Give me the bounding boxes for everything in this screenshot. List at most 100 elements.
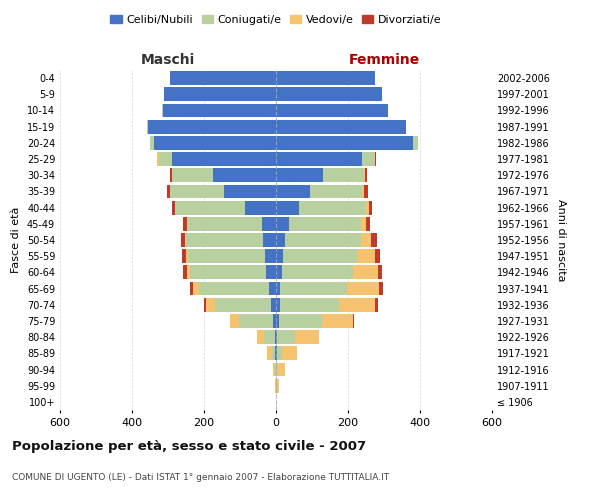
- Bar: [181, 233, 185, 247]
- Bar: [276, 379, 277, 392]
- Bar: [277, 330, 295, 344]
- Bar: [276, 250, 283, 263]
- Bar: [366, 200, 369, 214]
- Bar: [299, 200, 366, 214]
- Bar: [371, 233, 377, 247]
- Bar: [172, 200, 175, 214]
- Y-axis label: Fasce di età: Fasce di età: [11, 207, 21, 273]
- Bar: [263, 233, 276, 247]
- Bar: [182, 250, 186, 263]
- Bar: [206, 298, 215, 312]
- Bar: [167, 184, 170, 198]
- Bar: [347, 282, 379, 296]
- Bar: [283, 250, 357, 263]
- Bar: [276, 217, 289, 230]
- Bar: [276, 266, 283, 280]
- Bar: [277, 346, 282, 360]
- Bar: [364, 168, 365, 182]
- Bar: [282, 346, 296, 360]
- Bar: [215, 298, 271, 312]
- Bar: [279, 314, 322, 328]
- Bar: [190, 282, 193, 296]
- Text: Femmine: Femmine: [349, 53, 419, 67]
- Bar: [186, 250, 188, 263]
- Bar: [199, 282, 269, 296]
- Text: Popolazione per età, sesso e stato civile - 2007: Popolazione per età, sesso e stato civil…: [12, 440, 366, 453]
- Bar: [369, 200, 373, 214]
- Bar: [266, 266, 276, 280]
- Bar: [375, 298, 378, 312]
- Bar: [339, 298, 375, 312]
- Bar: [272, 346, 275, 360]
- Bar: [353, 266, 378, 280]
- Bar: [283, 266, 353, 280]
- Bar: [276, 282, 280, 296]
- Bar: [157, 152, 159, 166]
- Bar: [187, 217, 188, 230]
- Bar: [280, 282, 347, 296]
- Bar: [276, 120, 406, 134]
- Bar: [364, 184, 368, 198]
- Bar: [273, 362, 275, 376]
- Bar: [150, 136, 154, 149]
- Bar: [188, 250, 265, 263]
- Bar: [262, 217, 276, 230]
- Bar: [276, 314, 279, 328]
- Legend: Celibi/Nubili, Coniugati/e, Vedovi/e, Divorziati/e: Celibi/Nubili, Coniugati/e, Vedovi/e, Di…: [106, 10, 446, 29]
- Bar: [183, 266, 187, 280]
- Bar: [276, 346, 277, 360]
- Bar: [276, 200, 299, 214]
- Bar: [362, 152, 375, 166]
- Bar: [172, 168, 213, 182]
- Bar: [276, 136, 413, 149]
- Bar: [276, 104, 388, 118]
- Bar: [361, 217, 366, 230]
- Bar: [375, 152, 376, 166]
- Bar: [172, 152, 276, 166]
- Y-axis label: Anni di nascita: Anni di nascita: [556, 198, 566, 281]
- Bar: [276, 330, 277, 344]
- Bar: [378, 266, 382, 280]
- Bar: [163, 104, 276, 118]
- Bar: [276, 88, 382, 101]
- Bar: [275, 346, 276, 360]
- Bar: [230, 314, 239, 328]
- Bar: [361, 233, 371, 247]
- Bar: [280, 298, 339, 312]
- Bar: [276, 71, 375, 85]
- Bar: [170, 71, 276, 85]
- Bar: [264, 330, 275, 344]
- Bar: [276, 152, 362, 166]
- Bar: [205, 298, 206, 312]
- Bar: [170, 184, 224, 198]
- Bar: [310, 184, 362, 198]
- Bar: [269, 282, 276, 296]
- Bar: [159, 152, 172, 166]
- Bar: [322, 314, 353, 328]
- Bar: [276, 298, 280, 312]
- Bar: [375, 250, 380, 263]
- Text: Maschi: Maschi: [141, 53, 195, 67]
- Bar: [265, 250, 276, 263]
- Bar: [187, 266, 190, 280]
- Bar: [379, 282, 383, 296]
- Bar: [285, 233, 361, 247]
- Bar: [271, 298, 276, 312]
- Bar: [276, 184, 310, 198]
- Bar: [184, 217, 187, 230]
- Bar: [276, 168, 323, 182]
- Bar: [148, 120, 276, 134]
- Bar: [365, 168, 367, 182]
- Bar: [154, 136, 276, 149]
- Bar: [257, 330, 264, 344]
- Bar: [267, 346, 272, 360]
- Bar: [164, 88, 276, 101]
- Bar: [289, 217, 361, 230]
- Bar: [186, 233, 263, 247]
- Bar: [277, 379, 278, 392]
- Bar: [413, 136, 418, 149]
- Bar: [188, 217, 262, 230]
- Bar: [193, 282, 199, 296]
- Bar: [170, 168, 172, 182]
- Bar: [323, 168, 364, 182]
